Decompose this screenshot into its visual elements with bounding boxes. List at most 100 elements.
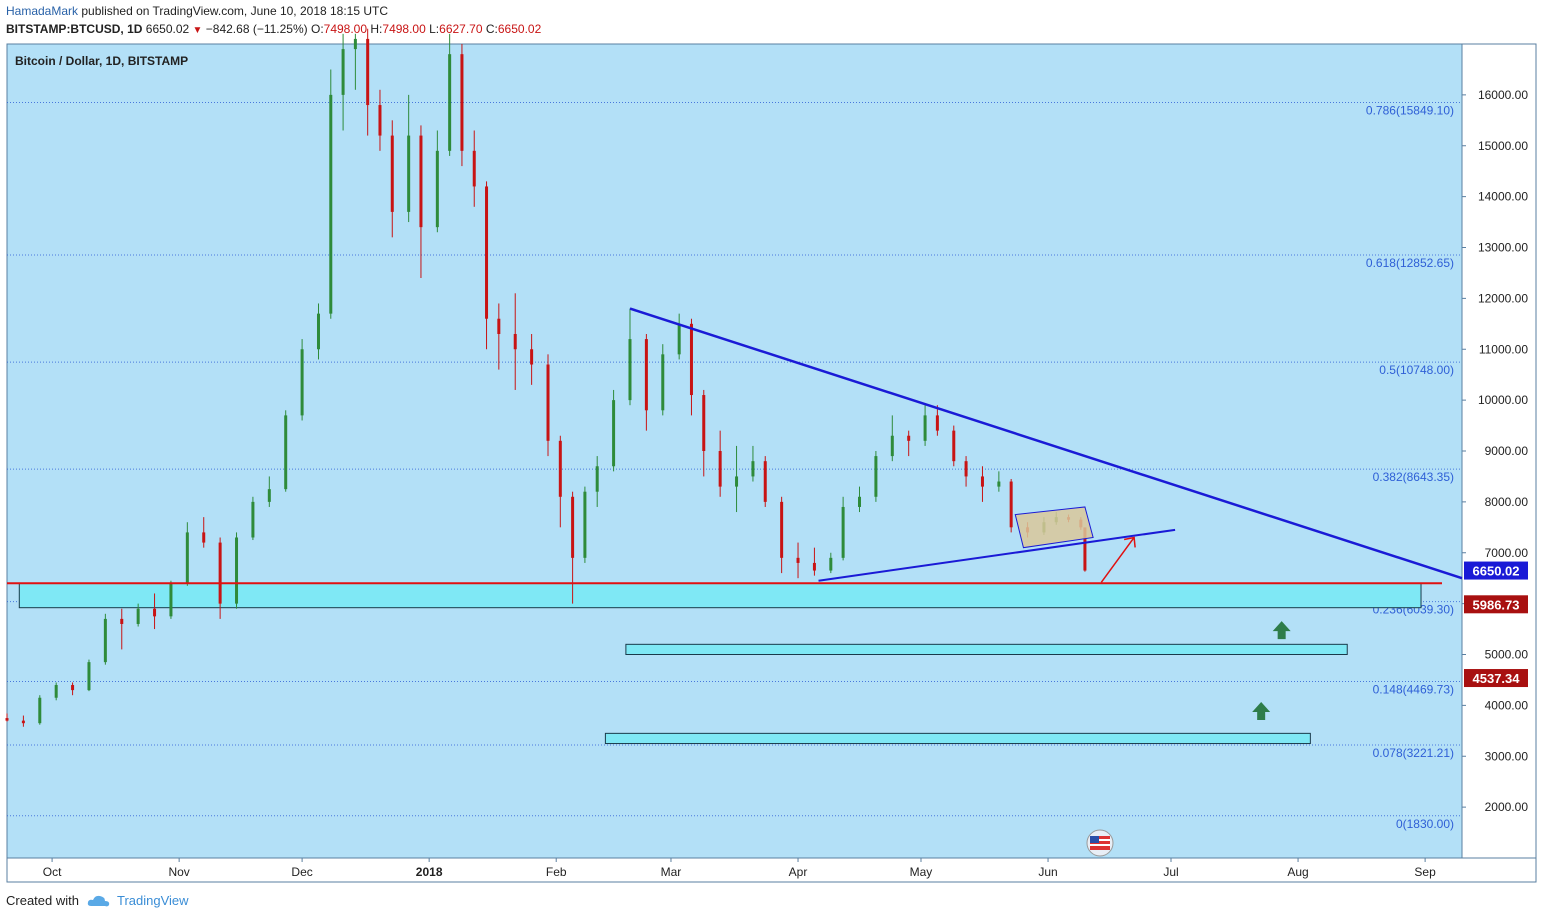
candle-body	[890, 435, 894, 457]
x-tick-label: Apr	[789, 865, 808, 879]
candle-body	[677, 323, 681, 355]
fib-label: 0.786(15849.10)	[1366, 104, 1454, 118]
price-tag-label: 5986.73	[1473, 597, 1520, 612]
fib-label: 0.382(8643.35)	[1373, 470, 1454, 484]
candle-body	[251, 501, 255, 538]
x-tick-label: Sep	[1414, 865, 1436, 879]
breakout-arrow	[1100, 537, 1135, 583]
price-tag-label: 4537.34	[1473, 671, 1521, 686]
candle-body	[812, 562, 816, 571]
fib-levels: 0.786(15849.10) 0.618(12852.65) 0.5(10748.…	[7, 102, 1462, 831]
green-up-arrow-lower	[1252, 701, 1271, 720]
candle-body	[751, 461, 755, 477]
candle-body	[448, 54, 452, 151]
symbol-label: BITSTAMP:BTCUSD, 1D	[6, 22, 143, 36]
candle-body	[419, 135, 423, 228]
x-tick-label: Oct	[43, 865, 62, 879]
candle-body	[267, 489, 271, 502]
candle-body	[952, 430, 956, 462]
price-tag-bg	[1464, 669, 1528, 688]
candle-body	[923, 415, 927, 441]
x-tick-label: Mar	[661, 865, 682, 879]
support-zone-main	[18, 582, 1422, 609]
candle-body	[595, 466, 599, 492]
candle-body	[1083, 527, 1087, 571]
candle-body	[1009, 481, 1013, 528]
candle-body	[530, 349, 534, 365]
candle-body	[735, 476, 739, 487]
descending-trendline	[629, 307, 1463, 580]
fib-label: 0(1830.00)	[1396, 817, 1454, 831]
author-name[interactable]: HamadaMark	[6, 4, 79, 18]
candle-body	[87, 662, 91, 691]
candle-body	[612, 400, 616, 467]
high-value: 7498.00	[382, 22, 426, 36]
candle-body	[558, 440, 562, 497]
y-tick-label: 2000.00	[1485, 800, 1529, 814]
header-ohlc: BITSTAMP:BTCUSD, 1D 6650.02 ▼ −842.68 (−…	[6, 22, 541, 36]
candle-body	[407, 135, 411, 212]
candle-body	[997, 481, 1001, 487]
x-tick-label: Aug	[1287, 865, 1308, 879]
candle-body	[329, 94, 333, 314]
created-with-label: Created with	[6, 893, 79, 908]
candle-body	[21, 720, 25, 724]
tradingview-cloud-icon	[87, 895, 110, 906]
close-label: C:	[485, 22, 498, 36]
candle-body	[485, 186, 489, 319]
flag-icon[interactable]	[1086, 829, 1114, 857]
fib-label: 0.5(10748.00)	[1379, 363, 1454, 377]
support-zones[interactable]	[18, 582, 1422, 745]
candle-body	[353, 38, 357, 50]
y-tick-label: 11000.00	[1479, 342, 1528, 356]
price-axis[interactable]	[1461, 43, 1537, 859]
x-tick-label: Feb	[546, 865, 567, 879]
candle-body	[71, 685, 75, 691]
x-tick-label: Dec	[291, 865, 312, 879]
x-tick-label: May	[910, 865, 933, 879]
price-tag-bg	[1464, 595, 1528, 614]
fib-label: 0.078(3221.21)	[1373, 746, 1454, 760]
candle-body	[571, 496, 575, 558]
candle-body	[153, 608, 157, 617]
x-tick-label: Nov	[168, 865, 189, 879]
footer: Created with TradingView	[6, 893, 189, 908]
x-axis-ticks: Oct Nov Dec 2018 Feb Mar Apr May Jun Jul Aug Sep	[43, 858, 1436, 879]
candle-body	[583, 491, 587, 558]
price-tag-label: 6650.02	[1473, 564, 1520, 579]
chart-title: Bitcoin / Dollar, 1D, BITSTAMP	[15, 54, 188, 68]
tradingview-brand-link[interactable]: TradingView	[116, 893, 189, 908]
time-axis[interactable]	[6, 857, 1537, 883]
candle-body	[829, 557, 833, 571]
candle-body	[235, 537, 239, 604]
candle-body	[763, 461, 767, 502]
ascending-trendline	[818, 528, 1176, 582]
y-tick-label: 3000.00	[1485, 749, 1529, 763]
x-tick-label: 2018	[416, 865, 443, 879]
candle-body	[390, 135, 394, 212]
close-value: 6650.02	[497, 22, 542, 36]
low-label: L:	[429, 22, 440, 36]
candle-body	[796, 557, 800, 563]
candle-body	[38, 697, 42, 724]
candle-body	[513, 333, 517, 350]
candle-body	[718, 451, 722, 487]
candle-body	[202, 532, 206, 543]
candle-body	[628, 339, 632, 401]
price-tags: 6650.02 5986.73 4537.34	[1464, 561, 1528, 688]
candle-body	[472, 150, 476, 187]
plot-area[interactable]	[6, 43, 1463, 859]
fib-label: 0.618(12852.65)	[1366, 256, 1454, 270]
support-zone-low	[604, 732, 1311, 745]
y-tick-label: 14000.00	[1478, 190, 1528, 204]
candle-body	[907, 435, 911, 441]
candle-body	[780, 501, 784, 558]
y-tick-label: 9000.00	[1485, 444, 1529, 458]
y-tick-label: 13000.00	[1478, 241, 1528, 255]
price-tag-bg	[1464, 561, 1528, 580]
candle-body	[546, 364, 550, 441]
drawings[interactable]	[7, 307, 1463, 720]
consolidation-box	[1014, 506, 1094, 549]
header-published: HamadaMark published on TradingView.com,…	[6, 4, 388, 18]
